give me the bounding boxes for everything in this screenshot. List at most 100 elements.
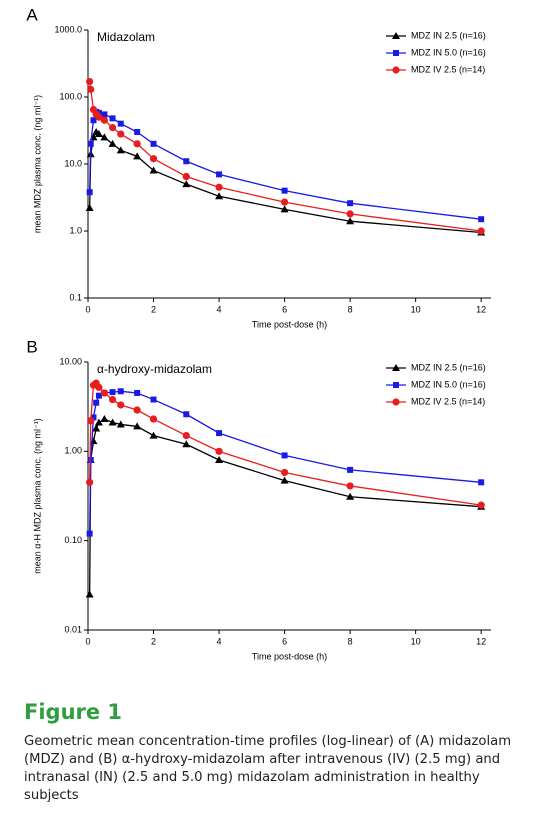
x-tick-label: 12 xyxy=(476,636,486,646)
marker xyxy=(85,590,94,598)
marker xyxy=(95,392,102,399)
y-axis-title: mean MDZ plasma conc. (ng ml⁻¹) xyxy=(32,95,42,233)
marker xyxy=(86,478,94,486)
marker xyxy=(117,130,125,138)
marker xyxy=(117,388,124,395)
marker xyxy=(393,382,399,388)
x-tick-label: 10 xyxy=(411,304,421,314)
y-tick-label: 10.0 xyxy=(64,158,82,168)
y-tick-label: 0.1 xyxy=(69,292,82,302)
figure-label: Figure 1 xyxy=(24,700,123,724)
marker xyxy=(101,111,108,118)
x-tick-label: 4 xyxy=(217,304,222,314)
marker xyxy=(94,130,103,138)
marker xyxy=(215,192,224,200)
x-tick-label: 12 xyxy=(476,304,486,314)
legend-label: MDZ IN 2.5 (n=16) xyxy=(411,30,486,40)
marker xyxy=(477,227,485,235)
marker xyxy=(90,414,97,421)
marker xyxy=(87,456,94,463)
x-axis-title: Time post-dose (h) xyxy=(252,651,327,661)
marker xyxy=(87,140,94,147)
marker xyxy=(109,389,116,396)
marker xyxy=(100,133,109,141)
marker xyxy=(281,452,288,459)
marker xyxy=(281,187,288,194)
marker xyxy=(182,172,190,181)
x-tick-label: 0 xyxy=(85,636,90,646)
marker xyxy=(116,146,125,154)
y-tick-label: 1000.0 xyxy=(54,24,82,34)
legend-label: MDZ IV 2.5 (n=14) xyxy=(411,396,485,406)
marker xyxy=(108,139,117,147)
marker xyxy=(392,364,400,371)
marker xyxy=(346,482,354,490)
legend-label: MDZ IV 2.5 (n=14) xyxy=(411,64,485,74)
marker xyxy=(86,77,94,86)
marker xyxy=(100,415,109,423)
series-line xyxy=(88,418,482,595)
marker xyxy=(100,389,108,397)
marker xyxy=(346,210,354,218)
x-tick-label: 8 xyxy=(348,636,353,646)
y-tick-label: 10.00 xyxy=(59,356,82,366)
y-tick-label: 1.00 xyxy=(64,446,82,456)
marker xyxy=(216,171,223,178)
marker xyxy=(280,205,289,213)
legend-label: MDZ IN 5.0 (n=16) xyxy=(411,379,486,389)
y-tick-label: 0.01 xyxy=(64,624,82,634)
marker xyxy=(87,417,95,425)
marker xyxy=(109,115,116,122)
marker xyxy=(215,455,224,463)
marker xyxy=(108,123,117,132)
marker xyxy=(182,432,190,440)
marker xyxy=(150,140,157,147)
marker xyxy=(117,120,124,127)
marker xyxy=(215,447,223,455)
marker xyxy=(85,204,94,212)
x-tick-label: 2 xyxy=(151,304,156,314)
marker xyxy=(133,422,142,430)
marker xyxy=(149,431,158,439)
marker xyxy=(95,383,103,391)
marker xyxy=(182,440,191,448)
marker xyxy=(478,216,485,223)
marker xyxy=(133,140,141,148)
x-tick-label: 4 xyxy=(217,636,222,646)
panel-label: A xyxy=(26,5,38,24)
marker xyxy=(108,395,117,404)
panel-label: B xyxy=(26,337,37,356)
y-tick-label: 0.10 xyxy=(64,535,82,545)
marker xyxy=(93,399,100,406)
x-tick-label: 0 xyxy=(85,304,90,314)
marker xyxy=(116,420,125,428)
marker xyxy=(347,466,354,473)
marker xyxy=(94,418,103,426)
chart-title: Midazolam xyxy=(97,30,155,44)
marker xyxy=(150,396,157,403)
marker xyxy=(280,198,289,206)
marker xyxy=(133,406,141,414)
marker xyxy=(346,492,355,500)
marker xyxy=(149,155,158,163)
marker xyxy=(215,183,223,191)
marker xyxy=(100,116,108,124)
marker xyxy=(95,113,103,121)
marker xyxy=(86,530,93,537)
marker xyxy=(280,468,289,477)
marker xyxy=(346,217,355,225)
marker xyxy=(393,50,399,56)
x-tick-label: 8 xyxy=(348,304,353,314)
marker xyxy=(183,158,190,165)
y-tick-label: 100.0 xyxy=(59,91,82,101)
legend-label: MDZ IN 5.0 (n=16) xyxy=(411,47,486,57)
marker xyxy=(86,189,93,196)
marker xyxy=(347,200,354,207)
marker xyxy=(280,476,289,484)
marker xyxy=(134,389,141,396)
marker xyxy=(478,479,485,486)
marker xyxy=(149,415,158,423)
marker xyxy=(477,501,485,509)
marker xyxy=(133,152,142,160)
